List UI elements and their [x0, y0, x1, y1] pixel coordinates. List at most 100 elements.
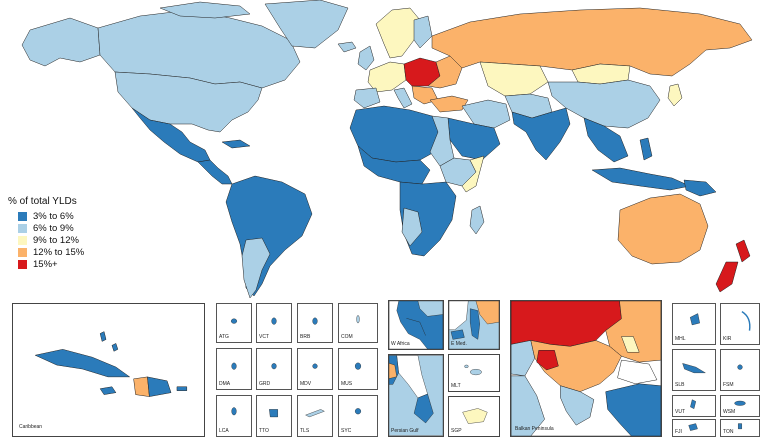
island-dominican-republic: [147, 376, 172, 397]
inset-vut: VUT: [672, 395, 716, 417]
inset-lca: LCA: [216, 395, 252, 437]
caribbean-map: [34, 331, 188, 397]
inset-label: MHL: [675, 336, 686, 342]
inset-mdv: MDV: [297, 348, 333, 390]
legend-swatch: [18, 212, 27, 221]
region-south-asia: [511, 107, 571, 161]
inset-label: TLS: [300, 428, 310, 434]
balkan-red-small: [536, 350, 559, 371]
legend-label: 12% to 15%: [33, 247, 85, 258]
inset-ton: TON: [720, 419, 760, 437]
inset-fji: FJI: [672, 419, 716, 437]
region-kazakhstan: [479, 61, 549, 97]
inset-label-mlt: MLT: [451, 383, 461, 389]
region-madagascar: [469, 205, 485, 235]
inset-com: COM: [338, 303, 378, 343]
region-southeast-asia: [583, 117, 629, 163]
inset-label: COM: [341, 334, 353, 340]
inset-e-med: E Med.: [448, 300, 500, 350]
island-cuba: [34, 349, 131, 378]
legend-item: 9% to 12%: [6, 235, 84, 246]
region-italy: [393, 87, 413, 109]
region-greenland: [264, 0, 349, 49]
inset-label-w-africa: W Africa: [391, 341, 410, 347]
legend-item: 12% to 15%: [6, 247, 84, 258]
region-arabia: [447, 117, 501, 161]
inset-caribbean: Caribbean: [12, 303, 205, 437]
region-arctic-islands: [159, 1, 251, 19]
island-haiti: [133, 376, 150, 397]
inset-label: MDV: [300, 381, 312, 387]
inset-label-balkan: Balkan Peninsula: [515, 426, 554, 432]
inset-tls: TLS: [297, 395, 333, 437]
legend-label: 15%+: [33, 259, 58, 270]
balkan-yellow: [621, 336, 640, 353]
legend-swatch: [18, 260, 27, 269]
inset-mlt: MLT: [448, 354, 500, 392]
region-papua: [683, 179, 717, 197]
region-southern-africa: [401, 207, 423, 247]
region-west-africa: [357, 145, 431, 185]
legend-item: 15%+: [6, 259, 84, 270]
region-new-zealand: [715, 239, 751, 293]
legend-label: 9% to 12%: [33, 235, 79, 246]
inset-label: FJI: [675, 429, 682, 435]
region-south-america: [225, 175, 313, 297]
island-jamaica: [99, 386, 117, 395]
region-somalia: [461, 155, 485, 193]
inset-fsm: FSM: [720, 349, 760, 391]
inset-label-persian-gulf: Persian Gulf: [391, 428, 419, 434]
inset-w-africa: W Africa: [388, 300, 444, 350]
inset-label-caribbean: Caribbean: [19, 424, 43, 430]
inset-dma: DMA: [216, 348, 252, 390]
legend-title: % of total YLDs: [8, 196, 77, 207]
region-japan: [667, 83, 683, 107]
balkan-italy: [511, 375, 545, 436]
region-turkey: [429, 95, 469, 113]
region-north-africa: [349, 105, 441, 163]
inset-label: ATG: [219, 334, 229, 340]
legend-swatch: [18, 224, 27, 233]
inset-vct: VCT: [256, 303, 292, 343]
inset-label: VCT: [259, 334, 269, 340]
region-western-europe: [367, 61, 407, 93]
inset-wsm: WSM: [720, 395, 760, 417]
region-central-america: [197, 159, 233, 185]
region-cuba: [221, 139, 251, 149]
region-argentina-chile: [241, 237, 271, 299]
inset-tto: TTO: [256, 395, 292, 437]
legend-label: 6% to 9%: [33, 223, 74, 234]
inset-atg: ATG: [216, 303, 252, 343]
balkan-west-blue: [511, 340, 536, 377]
inset-label-sgp: SGP: [451, 428, 462, 434]
region-uk: [357, 45, 375, 71]
region-scandinavia: [375, 7, 421, 59]
inset-label: SLB: [675, 382, 685, 388]
balkan-greece: [560, 385, 595, 426]
inset-label: VUT: [675, 409, 685, 415]
inset-label: BRB: [300, 334, 311, 340]
inset-label: TTO: [259, 428, 269, 434]
region-philippines: [639, 137, 653, 161]
inset-label-e-med: E Med.: [451, 341, 467, 347]
balkan-turkey: [605, 383, 661, 436]
inset-syc: SYC: [338, 395, 378, 437]
inset-kir: KIR: [720, 303, 760, 345]
inset-mus: MUS: [338, 348, 378, 390]
island-bahamas: [99, 331, 119, 352]
region-finland: [413, 15, 433, 49]
inset-grd: GRD: [256, 348, 292, 390]
legend-label: 3% to 6%: [33, 211, 74, 222]
inset-brb: BRB: [297, 303, 333, 343]
inset-label: FSM: [723, 382, 734, 388]
inset-mhl: MHL: [672, 303, 716, 345]
legend-item: 6% to 9%: [6, 223, 84, 234]
region-iceland: [337, 41, 357, 53]
legend-item: 3% to 6%: [6, 211, 84, 222]
map-legend: % of total YLDs 3% to 6% 6% to 9% 9% to …: [6, 196, 84, 271]
island-puerto-rico: [176, 386, 188, 391]
inset-label: SYC: [341, 428, 352, 434]
region-indonesia: [591, 167, 691, 191]
inset-sgp: SGP: [448, 396, 500, 437]
inset-label: WSM: [723, 409, 736, 415]
